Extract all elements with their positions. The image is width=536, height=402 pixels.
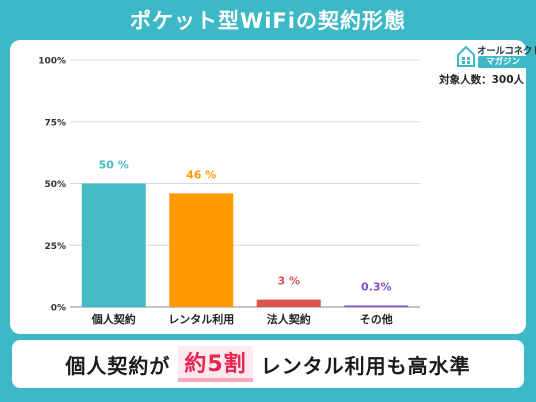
banner-text-before: 個人契約が xyxy=(65,353,171,378)
data-label: 0.3% xyxy=(361,281,392,294)
bar xyxy=(256,299,321,307)
y-tick-label: 25% xyxy=(44,242,66,252)
brand-logo: オールコネクト マガジン xyxy=(456,43,536,69)
respondent-count: 対象人数：300人 xyxy=(439,74,524,86)
x-tick-label: 法人契約 xyxy=(267,312,311,326)
y-tick-label: 0% xyxy=(51,304,66,314)
y-tick-label: 50% xyxy=(44,180,66,190)
bar xyxy=(81,183,146,307)
x-tick-label: 個人契約 xyxy=(91,312,136,326)
house-icon xyxy=(457,45,475,67)
data-label: 3 % xyxy=(277,275,300,288)
logo-name: オールコネクト xyxy=(477,46,536,57)
bar xyxy=(169,193,234,307)
data-label: 50 % xyxy=(99,159,129,172)
x-tick-label: その他 xyxy=(360,312,393,326)
banner-highlight: 約5割 xyxy=(178,346,253,382)
summary-banner: 個人契約が 約5割 レンタル利用も高水準 xyxy=(12,340,524,388)
y-tick-label: 75% xyxy=(44,118,66,128)
banner-text-after: レンタル利用も高水準 xyxy=(260,353,471,378)
data-label: 46 % xyxy=(186,168,216,181)
page-title: ポケット型WiFiの契約形態 xyxy=(130,9,406,33)
y-tick-label: 100% xyxy=(38,57,66,67)
bar xyxy=(344,305,409,307)
logo-subname: マガジン xyxy=(478,56,528,68)
x-tick-label: レンタル利用 xyxy=(168,312,234,326)
